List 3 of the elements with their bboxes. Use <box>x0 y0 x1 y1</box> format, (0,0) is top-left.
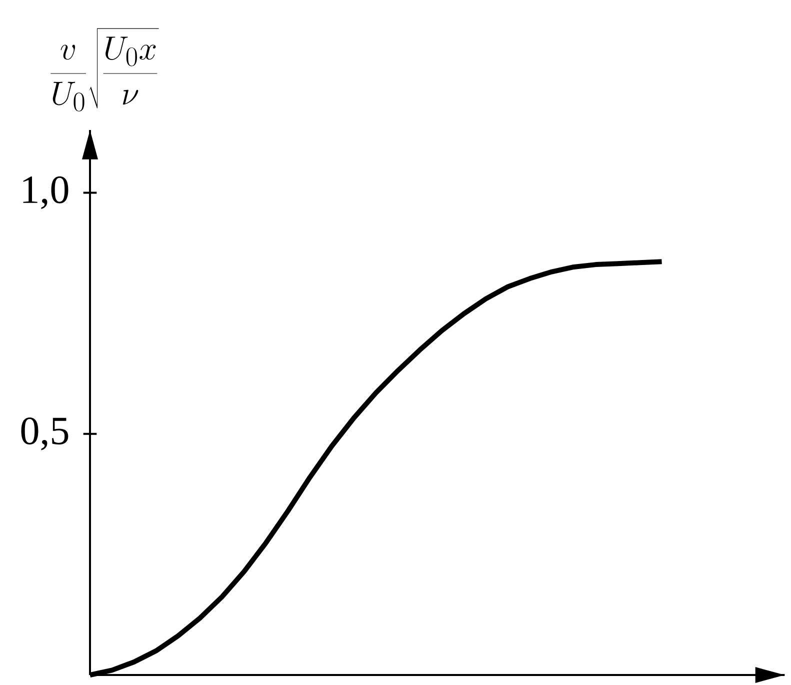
y-axis-title: $\frac{v}{U_0}\sqrt{\frac{U_0 x}{\nu}}$ <box>50 28 159 112</box>
y-tick-label: 1,0 <box>23 176 68 210</box>
y-tick-label: 0,5 <box>21 417 68 450</box>
